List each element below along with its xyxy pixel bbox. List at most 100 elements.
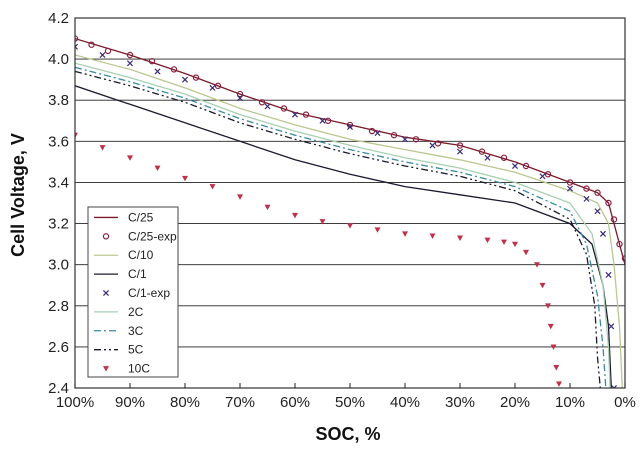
legend-label: C/25-exp [128, 229, 177, 243]
x-axis-title: SOC, % [315, 424, 380, 444]
data-point [594, 189, 601, 196]
data-point [484, 154, 491, 161]
y-axis-title: Cell Voltage, V [8, 133, 28, 257]
data-point [302, 111, 310, 118]
series-line-2c [75, 62, 611, 388]
legend-item-10c: 10C [103, 362, 150, 376]
data-point [236, 90, 244, 98]
data-point [566, 179, 574, 186]
series-c-25-exp [75, 35, 625, 262]
data-point [522, 162, 530, 170]
legend-label: 5C [128, 343, 144, 357]
x-tick-label: 90% [115, 394, 145, 411]
data-point [75, 132, 78, 139]
series-5c [75, 70, 601, 388]
x-tick-label: 30% [445, 394, 475, 411]
data-point [539, 282, 546, 289]
data-point [484, 237, 491, 243]
x-tick-label: 20% [500, 394, 530, 411]
series-c-1-exp [75, 43, 618, 388]
x-tick-label: 80% [170, 394, 200, 411]
x-tick-label: 70% [225, 394, 255, 411]
data-point [374, 130, 381, 137]
data-point [154, 68, 161, 75]
data-point [127, 155, 133, 161]
data-point [104, 47, 112, 55]
y-tick-label: 4.2 [48, 10, 69, 27]
data-point [319, 219, 326, 225]
data-point [280, 105, 288, 112]
legend-item-2c: 2C [94, 305, 144, 319]
x-tick-label: 100% [56, 394, 94, 411]
data-point [545, 303, 551, 309]
data-point [346, 123, 354, 130]
data-point [500, 154, 508, 161]
legend-item-3c: 3C [94, 324, 144, 338]
data-point [99, 51, 106, 59]
data-point [182, 175, 188, 182]
data-point [566, 185, 574, 192]
y-tick-label: 2.8 [48, 298, 69, 315]
data-point [457, 235, 463, 241]
legend-item-c-25-exp: C/25-exp [102, 229, 177, 243]
data-point [512, 241, 518, 248]
legend-item-c-1-exp: C/1-exp [102, 286, 170, 300]
data-point [610, 384, 618, 388]
data-point [616, 240, 623, 248]
data-point [148, 57, 156, 65]
data-point [478, 148, 486, 155]
series-3c [75, 66, 607, 388]
x-tick-label: 10% [555, 394, 585, 411]
data-point [99, 145, 106, 151]
data-point [324, 117, 332, 124]
data-point [390, 131, 398, 139]
data-point [605, 199, 612, 207]
y-tick-label: 3.6 [48, 133, 69, 150]
y-tick-label: 3.4 [48, 174, 69, 191]
series-line-3c [75, 66, 607, 388]
data-point [412, 136, 420, 143]
data-point [621, 255, 625, 262]
data-point [126, 51, 134, 59]
data-point [374, 227, 381, 233]
y-tick-label: 2.4 [48, 380, 69, 397]
data-point [501, 239, 507, 246]
legend-item-5c: 5C [94, 343, 144, 357]
y-tick-label: 2.6 [48, 339, 69, 356]
data-point [429, 233, 436, 239]
data-point [154, 165, 161, 172]
data-point [556, 381, 562, 387]
data-point [258, 99, 266, 106]
series-layer [75, 35, 625, 388]
legend-label: 10C [128, 362, 150, 376]
series-c-10 [75, 54, 623, 388]
data-point [192, 74, 200, 81]
series-10c [75, 132, 562, 387]
legend-item-c-1: C/1 [94, 267, 147, 281]
series-2c [75, 62, 611, 388]
data-point [594, 208, 601, 215]
legend-label: C/1-exp [128, 286, 170, 300]
data-point [605, 271, 612, 278]
y-tick-label: 3.0 [48, 257, 69, 274]
legend-label: C/10 [128, 248, 154, 262]
y-tick-label: 3.8 [48, 92, 69, 109]
legend-swatch [102, 289, 110, 297]
data-point [599, 230, 607, 237]
data-point [583, 195, 590, 202]
data-point [209, 184, 216, 190]
data-point [534, 262, 540, 268]
legend-swatch [102, 233, 110, 240]
data-point [511, 162, 519, 170]
x-tick-label: 60% [280, 394, 310, 411]
legend-swatch [103, 366, 109, 372]
data-point [292, 212, 298, 219]
data-point [402, 231, 408, 237]
legend-item-c-10: C/10 [94, 248, 154, 262]
y-tick-label: 3.2 [48, 216, 69, 233]
data-point [291, 111, 299, 118]
data-point [608, 323, 615, 330]
legend-label: C/25 [128, 210, 154, 224]
data-point [126, 60, 134, 67]
legend-label: 3C [128, 324, 144, 338]
